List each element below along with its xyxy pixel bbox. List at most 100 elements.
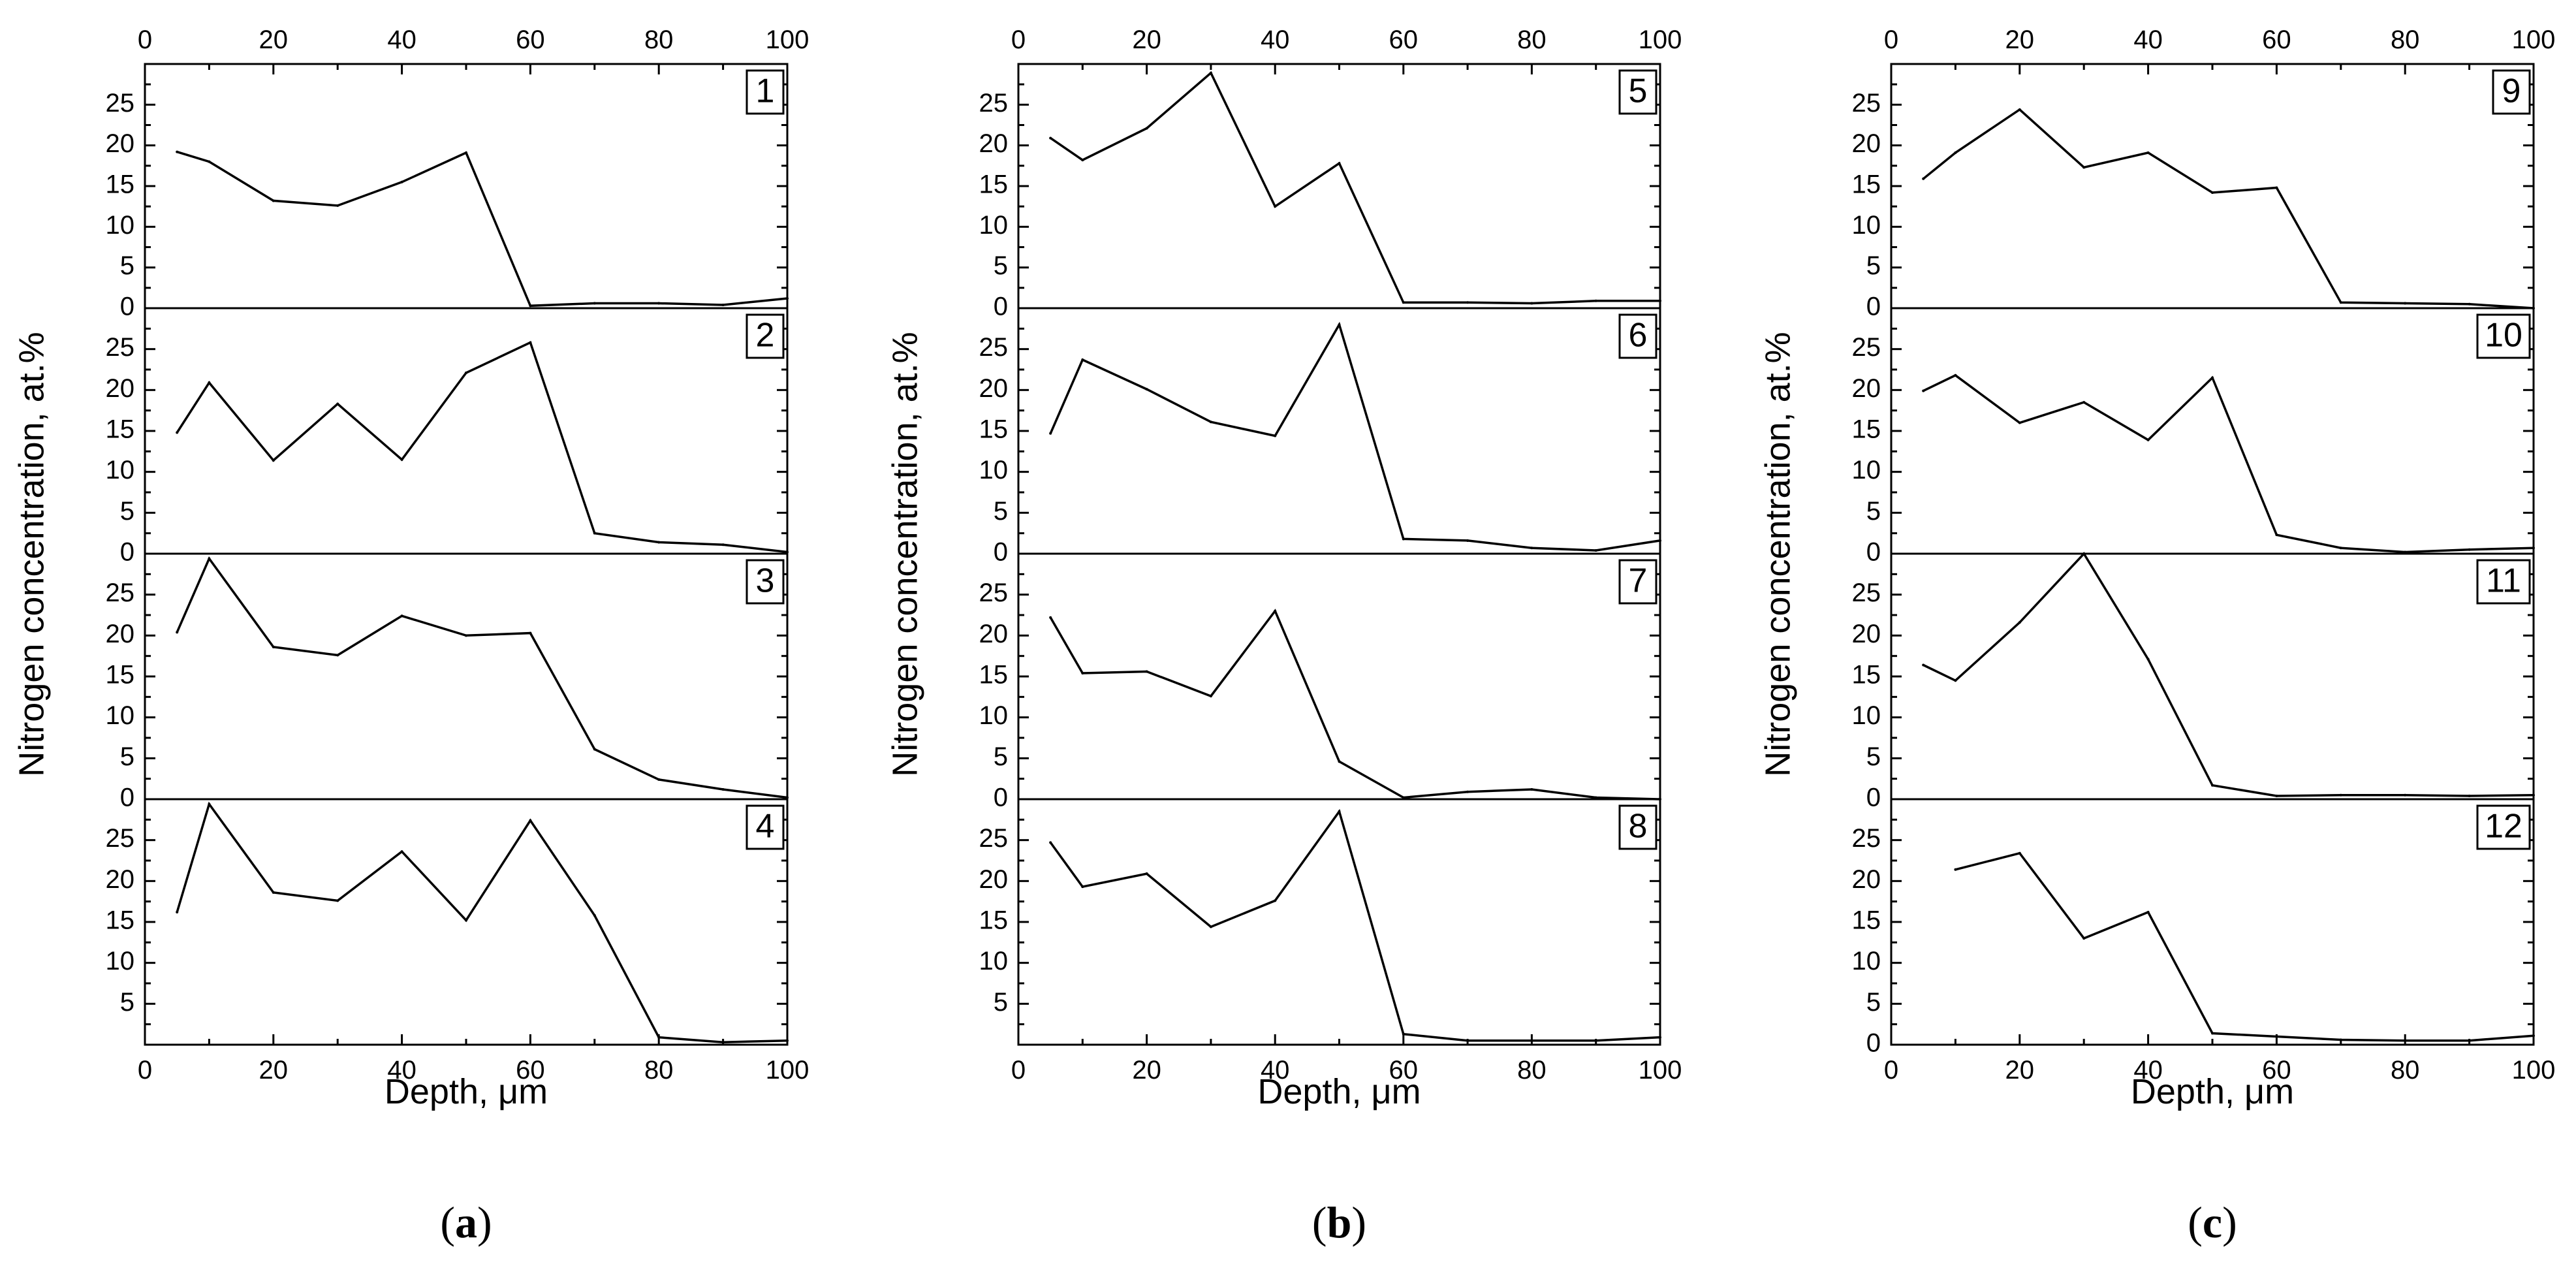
subplot-5: 0 5 10 15 20 25 5 <box>979 69 1661 321</box>
data-point <box>529 819 532 822</box>
data-point <box>529 341 532 344</box>
data-point <box>1081 358 1084 361</box>
data-point <box>721 304 725 307</box>
data-point <box>2018 851 2021 855</box>
y-tick-label: 0 <box>120 538 134 567</box>
x-tick-label-bottom: 80 <box>2391 1056 2420 1085</box>
subplot-badge <box>746 559 785 605</box>
y-tick-label: 10 <box>106 947 135 975</box>
x-tick-label-top: 60 <box>516 25 545 54</box>
subplot-badge-label: 12 <box>2485 808 2522 846</box>
y-tick-label: 10 <box>979 456 1009 484</box>
y-tick-label: 20 <box>1852 620 1881 648</box>
x-axis-title: Depth, μm <box>1257 1072 1421 1111</box>
data-point <box>400 458 403 461</box>
subplot-badge-label: 7 <box>1629 562 1648 600</box>
y-tick-label: 20 <box>1852 865 1881 894</box>
x-tick-label-top: 100 <box>766 25 809 54</box>
data-point <box>2339 547 2342 550</box>
y-tick-label: 15 <box>1852 661 1881 689</box>
panel-caption: (c) <box>2188 1197 2237 1247</box>
data-point <box>2468 794 2471 797</box>
y-tick-label: 5 <box>1866 251 1881 280</box>
y-tick-label: 0 <box>1866 784 1881 812</box>
y-tick-label: 10 <box>1852 947 1881 975</box>
x-tick-label-top: 80 <box>644 25 674 54</box>
x-tick-label-top: 0 <box>138 25 152 54</box>
data-point <box>2275 186 2278 189</box>
data-point <box>208 160 211 163</box>
y-tick-label: 5 <box>120 988 134 1017</box>
subplot-badge <box>746 313 785 359</box>
data-point <box>1209 420 1212 424</box>
data-point <box>1922 663 1925 667</box>
data-point <box>1338 810 1341 813</box>
y-tick-label: 0 <box>994 538 1008 567</box>
data-point <box>2211 784 2214 787</box>
subplot-badge <box>1618 313 1657 359</box>
data-point <box>657 302 661 305</box>
y-tick-label: 15 <box>979 170 1009 199</box>
data-point <box>786 550 789 554</box>
y-tick-label: 5 <box>1866 497 1881 526</box>
series-line-12 <box>1955 851 2534 1042</box>
data-point <box>1338 323 1341 326</box>
x-tick-label-top: 80 <box>2391 25 2420 54</box>
y-tick-label: 15 <box>106 906 135 935</box>
y-tick-label: 10 <box>979 211 1009 240</box>
subplot-badge <box>2476 313 2531 359</box>
data-point <box>465 151 467 154</box>
data-point <box>1338 162 1341 165</box>
x-tick-label-top: 60 <box>2262 25 2291 54</box>
data-point <box>2339 1038 2342 1041</box>
data-point <box>1659 539 1661 542</box>
subplot-badge-label: 11 <box>2486 562 2521 600</box>
y-tick-label: 0 <box>994 293 1008 321</box>
subplot-badge <box>2476 559 2531 605</box>
data-point <box>1145 388 1148 391</box>
data-point <box>1049 432 1052 435</box>
y-tick-label: 25 <box>1852 824 1881 853</box>
subplot-badge-label: 10 <box>2485 317 2522 355</box>
data-point <box>2532 547 2535 550</box>
y-tick-label: 5 <box>994 988 1008 1017</box>
data-point <box>2468 1039 2471 1042</box>
subplot-1: 0 5 10 15 20 25 1 <box>106 69 789 321</box>
data-point <box>786 297 789 300</box>
data-point <box>176 150 179 153</box>
data-point <box>1594 1039 1597 1042</box>
data-point <box>721 1041 725 1044</box>
y-tick-label: 25 <box>106 579 135 607</box>
data-point <box>1466 539 1469 542</box>
data-point <box>1274 899 1277 902</box>
y-axis-title: Nitrogen concentration, at.% <box>12 332 51 776</box>
y-tick-label: 20 <box>979 865 1009 894</box>
y-tick-label: 10 <box>1852 701 1881 730</box>
data-point <box>336 654 339 657</box>
y-tick-label: 0 <box>1866 293 1881 321</box>
y-tick-label: 10 <box>979 701 1009 730</box>
data-point <box>400 850 403 853</box>
x-tick-label-bottom: 40 <box>387 1056 416 1085</box>
y-tick-label: 10 <box>106 211 135 240</box>
subplot-badge-label: 6 <box>1629 317 1648 355</box>
data-point <box>529 631 532 635</box>
data-point <box>1954 373 1957 377</box>
data-point <box>208 381 211 385</box>
y-tick-label: 5 <box>120 742 134 771</box>
y-tick-label: 15 <box>106 170 135 199</box>
x-tick-label-top: 20 <box>1132 25 1161 54</box>
y-tick-label: 20 <box>979 374 1009 403</box>
data-point <box>1081 885 1084 889</box>
data-point <box>786 796 789 799</box>
y-tick-label: 25 <box>106 89 135 118</box>
x-tick-label-bottom: 80 <box>1517 1056 1547 1085</box>
y-tick-label: 5 <box>120 497 134 526</box>
data-point <box>1145 872 1148 876</box>
panel-caption: (a) <box>440 1197 492 1247</box>
data-point <box>2211 1032 2214 1035</box>
data-point <box>2404 1039 2407 1042</box>
y-tick-label: 10 <box>1852 211 1881 240</box>
